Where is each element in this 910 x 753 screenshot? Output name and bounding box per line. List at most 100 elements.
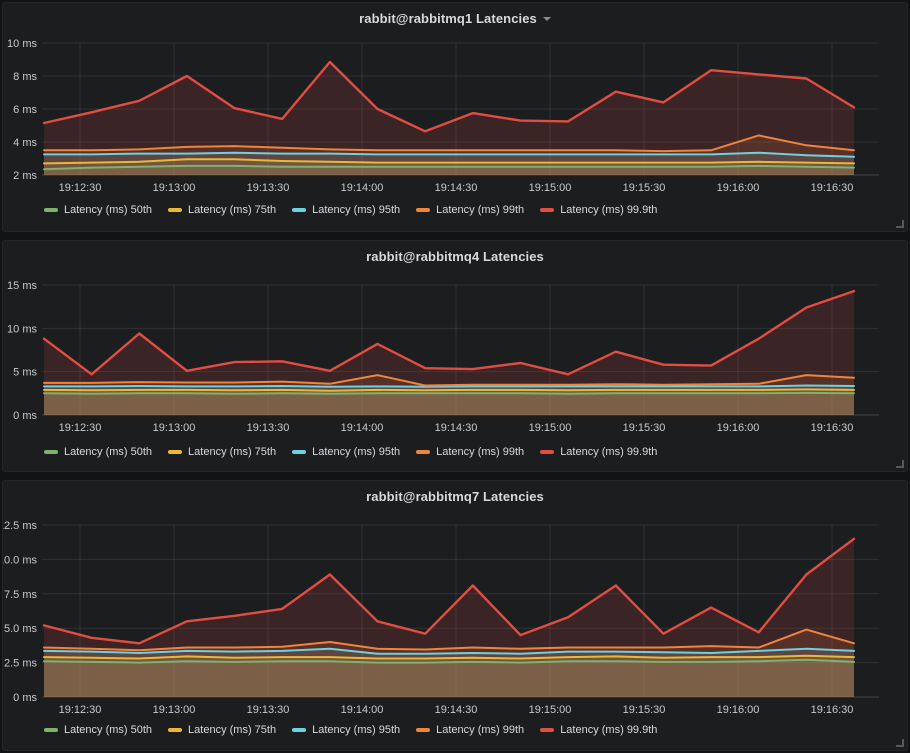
legend-label: Latency (ms) 75th — [188, 446, 277, 458]
x-axis-tick-label: 19:13:00 — [153, 422, 196, 434]
y-axis-tick-label: 10 ms — [7, 38, 37, 50]
chart-canvas: 0 ms 2.5 ms 5.0 ms 7.5 ms 10.0 ms 12.5 ms 19:1… — [3, 520, 879, 716]
y-axis-tick-label: 7.5 ms — [4, 589, 38, 601]
panel-header[interactable]: rabbit@rabbitmq1 Latencies — [3, 10, 907, 26]
legend-label: Latency (ms) 95th — [312, 724, 401, 736]
y-axis-tick-label: 0 ms — [13, 692, 37, 704]
panel-title[interactable]: rabbit@rabbitmq4 Latencies — [366, 248, 544, 264]
series-line-95th — [43, 647, 855, 655]
series-line-99.9th — [42, 537, 856, 645]
legend-swatch-icon — [292, 208, 307, 212]
x-axis-tick-label: 19:13:30 — [247, 182, 290, 194]
legend-item-95th[interactable]: Latency (ms) 95th — [292, 446, 400, 458]
legend-item-99.9th[interactable]: Latency (ms) 99.9th — [540, 204, 657, 216]
legend-swatch-icon — [540, 208, 555, 212]
plot-area[interactable] — [42, 285, 879, 415]
legend-label: Latency (ms) 99.9th — [560, 724, 658, 736]
legend-item-99.9th[interactable]: Latency (ms) 99.9th — [540, 724, 657, 736]
legend-label: Latency (ms) 75th — [188, 204, 277, 216]
legend-item-99th[interactable]: Latency (ms) 99th — [416, 204, 524, 216]
x-axis-tick-label: 19:14:00 — [341, 422, 384, 434]
legend-label: Latency (ms) 95th — [312, 204, 401, 216]
legend-label: Latency (ms) 50th — [64, 204, 153, 216]
x-axis-tick-label: 19:16:30 — [811, 182, 854, 194]
series-line-99.9th — [42, 289, 856, 376]
legend-item-50th[interactable]: Latency (ms) 50th — [44, 724, 152, 736]
legend-item-75th[interactable]: Latency (ms) 75th — [168, 204, 276, 216]
series-line-50th — [43, 164, 855, 171]
y-axis-tick-label: 10.0 ms — [3, 554, 37, 566]
y-axis-tick-label: 15 ms — [7, 280, 37, 292]
series-line-99th — [43, 628, 855, 652]
series-area-50th — [44, 165, 854, 175]
panel-rabbitmq4-latencies: rabbit@rabbitmq4 Latencies 0 ms 5 ms 10 ms… — [2, 240, 908, 472]
panel-header[interactable]: rabbit@rabbitmq4 Latencies — [3, 248, 907, 264]
legend-swatch-icon — [44, 450, 58, 454]
panel-resize-handle[interactable] — [896, 460, 904, 468]
y-axis-tick-label: 8 ms — [13, 71, 37, 83]
legend-swatch-icon — [44, 208, 58, 212]
y-axis-tick-label: 5.0 ms — [4, 623, 38, 635]
series-area-95th — [44, 152, 854, 175]
series-line-99th — [43, 134, 855, 153]
series-line-50th — [43, 658, 855, 664]
x-axis-tick-label: 19:15:30 — [623, 182, 666, 194]
legend-swatch-icon — [292, 450, 307, 454]
legend-item-99.9th[interactable]: Latency (ms) 99.9th — [540, 446, 657, 458]
legend-swatch-icon — [44, 728, 58, 732]
panel-header[interactable]: rabbit@rabbitmq7 Latencies — [3, 488, 907, 504]
x-axis-tick-label: 19:16:00 — [717, 704, 760, 716]
x-axis-tick-label: 19:12:30 — [59, 704, 102, 716]
legend-item-75th[interactable]: Latency (ms) 75th — [168, 446, 276, 458]
y-axis-tick-label: 0 ms — [13, 410, 37, 422]
series-line-75th — [43, 158, 855, 165]
x-axis-tick-label: 19:14:30 — [435, 182, 478, 194]
legend-label: Latency (ms) 50th — [64, 724, 153, 736]
legend-item-95th[interactable]: Latency (ms) 95th — [292, 204, 400, 216]
chevron-down-icon[interactable] — [542, 17, 551, 21]
legend-label: Latency (ms) 50th — [64, 446, 153, 458]
x-axis-tick-label: 19:14:00 — [341, 704, 384, 716]
legend-swatch-icon — [416, 728, 431, 732]
panel-rabbitmq1-latencies: rabbit@rabbitmq1 Latencies 2 ms 4 ms 6 ms 8… — [2, 2, 908, 232]
chart-canvas: 2 ms 4 ms 6 ms 8 ms 10 ms 19:12:30 19:13:00 19:… — [7, 38, 879, 194]
x-axis-tick-label: 19:16:30 — [811, 704, 854, 716]
legend-item-50th[interactable]: Latency (ms) 50th — [44, 446, 152, 458]
legend-item-99th[interactable]: Latency (ms) 99th — [416, 446, 524, 458]
legend-label: Latency (ms) 99.9th — [560, 204, 658, 216]
y-axis-tick-label: 2.5 ms — [4, 658, 38, 670]
panel-resize-handle[interactable] — [896, 220, 904, 228]
legend-item-99th[interactable]: Latency (ms) 99th — [416, 724, 524, 736]
legend-item-50th[interactable]: Latency (ms) 50th — [44, 204, 152, 216]
legend-swatch-icon — [540, 450, 555, 454]
x-axis-tick-label: 19:15:30 — [623, 422, 666, 434]
chart-legend: Latency (ms) 50th Latency (ms) 75th Latenc… — [44, 724, 657, 736]
series-line-99.9th — [42, 60, 856, 133]
x-axis-tick-label: 19:14:30 — [435, 422, 478, 434]
y-axis-tick-label: 12.5 ms — [3, 520, 37, 532]
panel-title[interactable]: rabbit@rabbitmq7 Latencies — [366, 488, 544, 504]
chart-legend: Latency (ms) 50th Latency (ms) 75th Latenc… — [44, 446, 657, 458]
x-axis-tick-label: 19:15:30 — [623, 704, 666, 716]
series-area-75th — [44, 389, 854, 415]
y-axis-tick-label: 5 ms — [13, 367, 37, 379]
x-axis-tick-label: 19:13:30 — [247, 704, 290, 716]
panel-resize-handle[interactable] — [896, 739, 904, 747]
legend-swatch-icon — [168, 208, 183, 212]
legend-item-75th[interactable]: Latency (ms) 75th — [168, 724, 276, 736]
series-area-50th — [44, 392, 854, 415]
series-line-75th — [43, 388, 855, 392]
x-axis-tick-label: 19:12:30 — [59, 182, 102, 194]
plot-area[interactable] — [42, 525, 879, 697]
plot-area[interactable] — [42, 43, 879, 175]
legend-label: Latency (ms) 99th — [436, 446, 525, 458]
legend-swatch-icon — [168, 728, 183, 732]
legend-label: Latency (ms) 99.9th — [560, 446, 658, 458]
legend-item-95th[interactable]: Latency (ms) 95th — [292, 724, 400, 736]
y-axis-tick-label: 4 ms — [13, 137, 37, 149]
x-axis-tick-label: 19:14:00 — [341, 182, 384, 194]
x-axis-tick-label: 19:16:30 — [811, 422, 854, 434]
panel-title[interactable]: rabbit@rabbitmq1 Latencies — [359, 10, 537, 26]
y-axis-tick-label: 6 ms — [13, 104, 37, 116]
legend-swatch-icon — [416, 450, 431, 454]
